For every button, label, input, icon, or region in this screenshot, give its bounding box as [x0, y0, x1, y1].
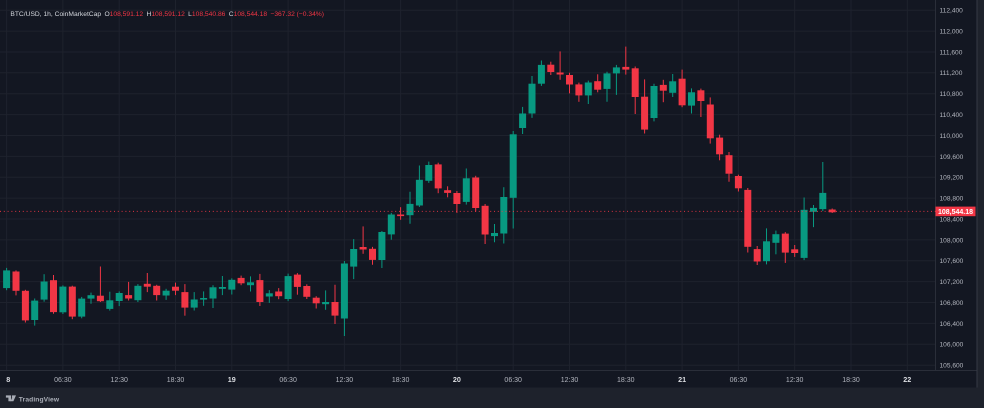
- svg-text:107,600: 107,600: [940, 258, 964, 265]
- svg-text:112,400: 112,400: [940, 8, 964, 15]
- svg-text:19: 19: [228, 375, 236, 384]
- svg-text:06:30: 06:30: [54, 377, 72, 384]
- svg-text:108,000: 108,000: [940, 237, 964, 244]
- svg-text:18:30: 18:30: [392, 377, 410, 384]
- svg-text:109,200: 109,200: [940, 175, 964, 182]
- svg-text:18:30: 18:30: [167, 377, 185, 384]
- svg-text:18:30: 18:30: [842, 377, 860, 384]
- svg-text:111,600: 111,600: [940, 49, 963, 56]
- svg-text:109,600: 109,600: [940, 154, 964, 161]
- svg-text:22: 22: [903, 375, 911, 384]
- svg-text:06:30: 06:30: [279, 377, 297, 384]
- svg-text:105,600: 105,600: [940, 363, 964, 370]
- svg-text:18:30: 18:30: [617, 377, 635, 384]
- svg-text:107,200: 107,200: [940, 279, 964, 286]
- svg-text:110,400: 110,400: [940, 112, 964, 119]
- svg-text:106,400: 106,400: [940, 321, 964, 328]
- svg-text:TradingView: TradingView: [19, 396, 60, 403]
- svg-text:106,800: 106,800: [940, 300, 964, 307]
- svg-text:110,800: 110,800: [940, 91, 964, 98]
- svg-text:21: 21: [678, 375, 686, 384]
- svg-text:12:30: 12:30: [110, 377, 128, 384]
- svg-text:12:30: 12:30: [336, 377, 354, 384]
- svg-text:06:30: 06:30: [504, 377, 522, 384]
- svg-text:112,000: 112,000: [940, 29, 964, 36]
- svg-text:108,800: 108,800: [940, 196, 964, 203]
- svg-text:06:30: 06:30: [730, 377, 748, 384]
- svg-text:108,400: 108,400: [940, 216, 964, 223]
- svg-text:111,200: 111,200: [940, 70, 963, 77]
- svg-text:110,000: 110,000: [940, 133, 964, 140]
- svg-text:20: 20: [453, 375, 461, 384]
- svg-text:12:30: 12:30: [786, 377, 804, 384]
- svg-text:106,000: 106,000: [940, 342, 964, 349]
- svg-text:108,544.18: 108,544.18: [938, 209, 973, 216]
- svg-text:BTC/USD, 1h, CoinMarketCap O1: BTC/USD, 1h, CoinMarketCap O108,591.12 H…: [10, 11, 324, 18]
- svg-text:8: 8: [6, 375, 10, 384]
- svg-text:12:30: 12:30: [561, 377, 579, 384]
